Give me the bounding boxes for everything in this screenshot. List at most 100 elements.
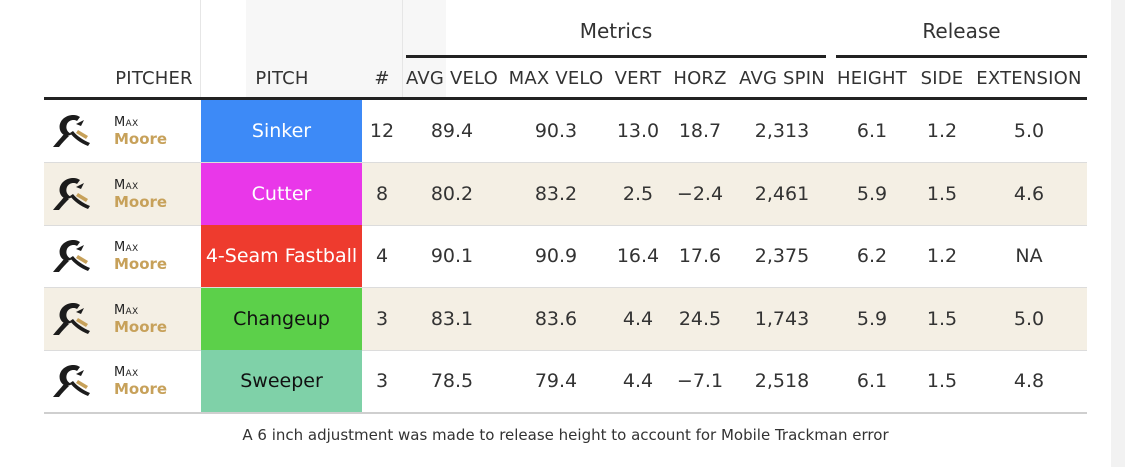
vert-cell: 13.0 [616, 120, 660, 142]
pitcher-name: Max Moore [114, 114, 167, 148]
max-velo-cell: 90.9 [534, 245, 578, 267]
pitch-type-cell: 4-Seam Fastball [201, 225, 362, 287]
col-header-avg-velo: AVG VELO [406, 68, 498, 89]
side-cell: 1.2 [926, 120, 958, 142]
avg-spin-cell: 2,313 [754, 120, 810, 142]
table-row: Max Moore 4-Seam Fastball 4 90.1 90.9 16… [44, 225, 1087, 288]
avg-spin-cell: 2,461 [754, 182, 810, 205]
col-header-side: SIDE [920, 68, 964, 89]
pitcher-first-name: Max [114, 302, 139, 318]
pitcher-name: Max Moore [114, 364, 167, 398]
pitch-count-cell: 3 [375, 307, 389, 330]
col-header-height: HEIGHT [837, 68, 907, 89]
table-row: Max Moore Sinker 12 89.4 90.3 13.0 18.7 … [44, 100, 1087, 163]
pitcher-first-name: Max [114, 240, 139, 255]
extension-cell: 4.8 [1013, 370, 1045, 392]
pitch-count-cell: 8 [375, 182, 389, 205]
side-cell: 1.5 [926, 370, 958, 392]
extension-cell: NA [1015, 245, 1043, 267]
pitch-type-cell: Sinker [201, 100, 362, 162]
pitch-count-cell: 12 [369, 120, 395, 142]
table-row: Max Moore Sweeper 3 78.5 79.4 4.4 −7.1 2… [44, 350, 1087, 413]
metrics-group-label: Metrics [579, 19, 653, 43]
extension-cell: 4.6 [1013, 182, 1045, 205]
pitcher-last-name: Moore [114, 317, 168, 336]
extension-cell: 5.0 [1013, 120, 1045, 142]
height-cell: 6.1 [856, 120, 888, 142]
max-velo-cell: 83.2 [534, 182, 578, 205]
pitcher-name: Max Moore [114, 302, 167, 336]
avg-velo-cell: 89.4 [430, 120, 474, 142]
team-logo-icon [53, 302, 90, 335]
col-header-avg-spin: AVG SPIN [739, 68, 825, 89]
avg-spin-cell: 2,375 [754, 245, 810, 267]
side-cell: 1.5 [926, 182, 958, 205]
release-group-label: Release [922, 19, 1001, 43]
team-logo-icon [53, 365, 90, 397]
pitcher-first-name: Max [114, 365, 139, 380]
pitcher-first-name: Max [114, 177, 139, 193]
pitcher-name: Max Moore [114, 177, 167, 211]
height-cell: 5.9 [856, 307, 888, 330]
team-logo-icon [53, 177, 90, 210]
pitch-count-cell: 4 [375, 245, 389, 267]
vert-cell: 4.4 [622, 370, 654, 392]
horz-cell: −7.1 [676, 370, 724, 392]
col-header-horz: HORZ [673, 68, 727, 89]
pitch-type-cell: Sweeper [201, 350, 362, 412]
col-header-count: # [374, 68, 390, 89]
vert-cell: 4.4 [622, 307, 654, 330]
pitcher-first-name: Max [114, 115, 139, 130]
col-header-vert: VERT [614, 68, 662, 89]
col-header-pitcher: PITCHER [115, 68, 193, 89]
max-velo-cell: 83.6 [534, 307, 578, 330]
team-logo-icon [53, 115, 90, 147]
max-velo-cell: 90.3 [534, 120, 578, 142]
pitcher-name: Max Moore [114, 239, 167, 273]
scrollbar-track[interactable] [1111, 0, 1125, 467]
table-bottom-rule [44, 412, 1087, 414]
table-row: Max Moore Changeup 3 83.1 83.6 4.4 24.5 … [44, 287, 1087, 351]
col-header-pitch: PITCH [255, 68, 309, 89]
height-cell: 5.9 [856, 182, 888, 205]
vert-cell: 16.4 [616, 245, 660, 267]
horz-cell: 17.6 [678, 245, 722, 267]
team-logo-icon [53, 240, 90, 272]
horz-cell: 18.7 [678, 120, 722, 142]
metrics-group-header: Metrics [406, 16, 826, 60]
col-header-extension: EXTENSION [976, 68, 1082, 89]
avg-velo-cell: 90.1 [430, 245, 474, 267]
avg-velo-cell: 83.1 [430, 307, 474, 330]
count-header-shade [362, 0, 402, 98]
side-cell: 1.2 [926, 245, 958, 267]
height-cell: 6.1 [856, 370, 888, 392]
horz-cell: 24.5 [678, 307, 722, 330]
avg-velo-cell: 80.2 [430, 182, 474, 205]
pitcher-last-name: Moore [114, 192, 168, 211]
header-divider [402, 0, 403, 98]
metrics-group-rule [406, 55, 826, 58]
side-cell: 1.5 [926, 307, 958, 330]
table-row: Max Moore Cutter 8 80.2 83.2 2.5 −2.4 2,… [44, 162, 1087, 226]
header-rule [44, 97, 1087, 100]
vert-cell: 2.5 [622, 182, 654, 205]
col-header-max-velo: MAX VELO [508, 68, 604, 89]
max-velo-cell: 79.4 [534, 370, 578, 392]
pitcher-last-name: Moore [114, 130, 168, 148]
avg-velo-cell: 78.5 [430, 370, 474, 392]
release-group-header: Release [836, 16, 1087, 60]
pitch-type-cell: Changeup [201, 287, 362, 350]
horz-cell: −2.4 [676, 182, 724, 205]
avg-spin-cell: 2,518 [754, 370, 810, 392]
pitch-type-cell: Cutter [201, 162, 362, 225]
extension-cell: 5.0 [1013, 307, 1045, 330]
pitcher-last-name: Moore [114, 255, 168, 273]
pitch-header-shade [246, 0, 446, 98]
release-group-rule [836, 55, 1087, 58]
footnote: A 6 inch adjustment was made to release … [242, 426, 889, 444]
pitcher-last-name: Moore [114, 380, 168, 398]
header-divider [200, 0, 201, 98]
avg-spin-cell: 1,743 [754, 307, 810, 330]
height-cell: 6.2 [856, 245, 888, 267]
